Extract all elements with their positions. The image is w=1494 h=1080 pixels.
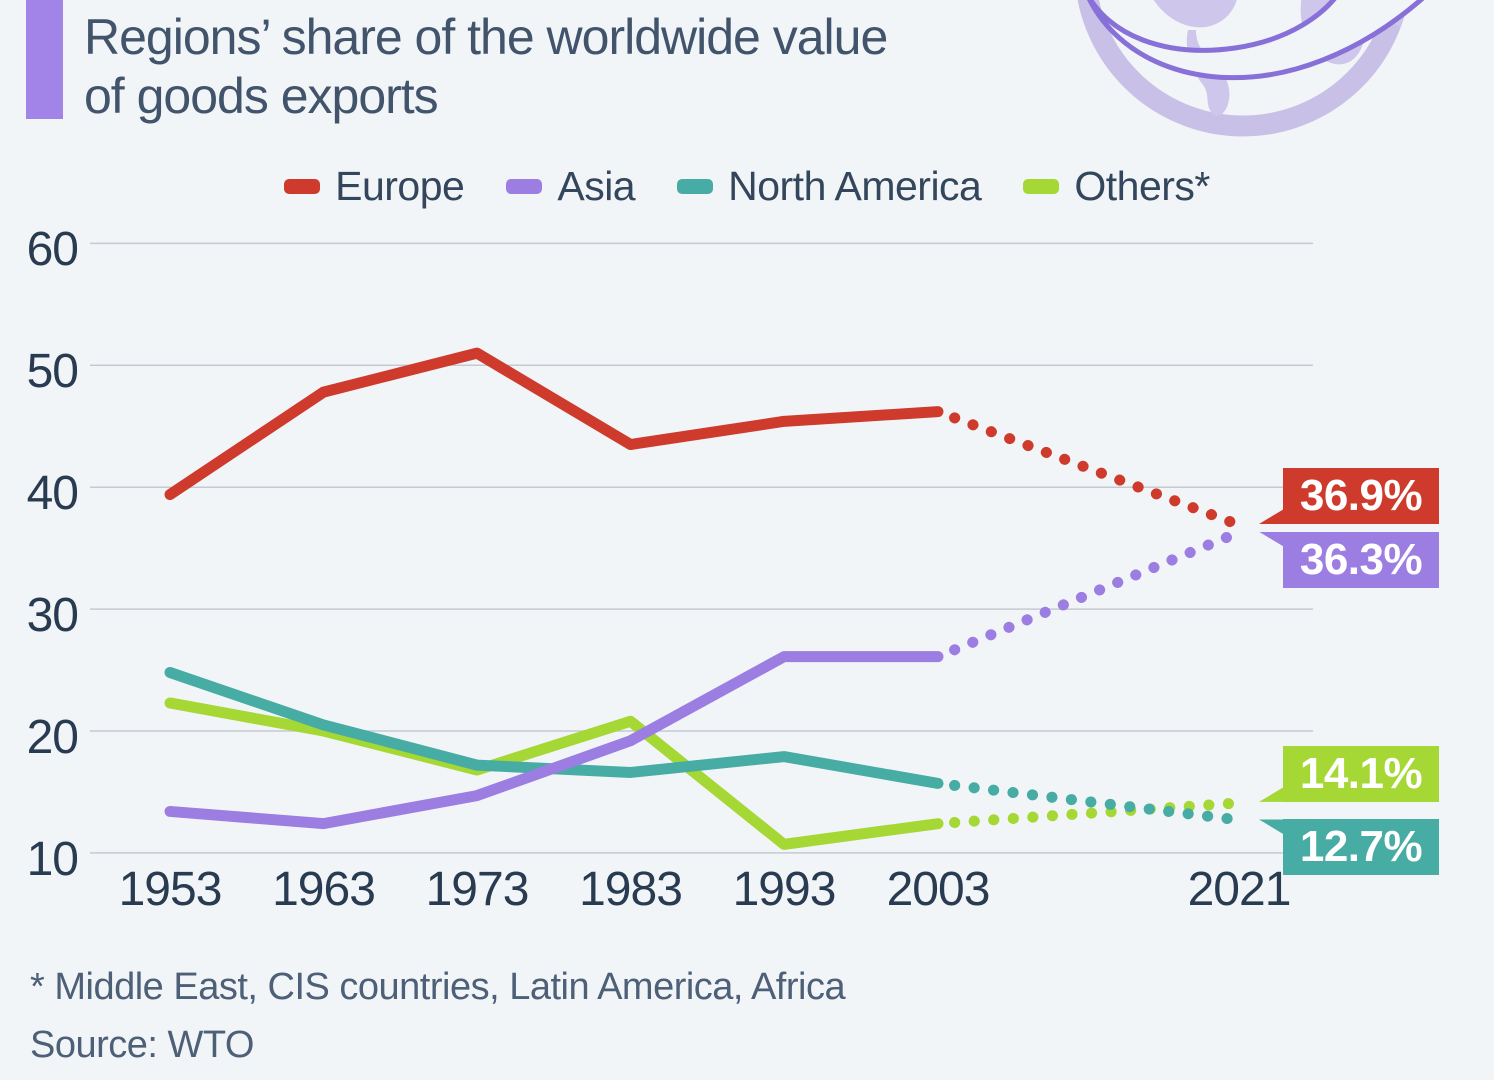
x-axis-tick-1963: 1963 bbox=[272, 863, 376, 916]
footnote: * Middle East, CIS countries, Latin Amer… bbox=[30, 966, 846, 1008]
x-axis-tick-2003: 2003 bbox=[886, 863, 991, 916]
value-badge-Others*: 14.1% bbox=[1259, 745, 1439, 802]
legend-marker-icon bbox=[284, 178, 321, 194]
legend-label: Others* bbox=[1074, 162, 1210, 209]
series-projection-Asia bbox=[949, 526, 1245, 656]
x-axis-tick-2021: 2021 bbox=[1187, 863, 1292, 916]
value-badge-Asia: 36.3% bbox=[1259, 531, 1439, 588]
series-projection-Others* bbox=[949, 797, 1245, 829]
value-badge-Europe: 36.9% bbox=[1259, 467, 1439, 524]
legend-label: Europe bbox=[335, 162, 465, 209]
series-line-Asia bbox=[164, 651, 944, 830]
legend-item-North America: North America bbox=[677, 162, 982, 210]
series-line-Others* bbox=[164, 697, 944, 850]
legend-label: Asia bbox=[557, 162, 636, 209]
y-axis-tick-60: 60 bbox=[26, 223, 79, 277]
series-projection-Europe bbox=[949, 412, 1245, 531]
legend-item-Others*: Others* bbox=[1023, 163, 1210, 210]
y-axis-tick-50: 50 bbox=[26, 345, 79, 399]
title-accent-bar bbox=[26, 0, 63, 119]
x-axis-tick-1953: 1953 bbox=[118, 863, 223, 916]
y-axis-tick-20: 20 bbox=[26, 711, 79, 764]
y-axis-tick-30: 30 bbox=[26, 589, 79, 643]
legend-marker-icon bbox=[1023, 178, 1060, 194]
value-badge-North America: 12.7% bbox=[1259, 819, 1439, 876]
x-axis-tick-1973: 1973 bbox=[425, 863, 530, 916]
source-credit: Source: WTO bbox=[30, 1024, 254, 1066]
legend-label: North America bbox=[728, 162, 982, 209]
legend: Europe Asia North America Others* bbox=[0, 158, 1494, 214]
x-axis-tick-1983: 1983 bbox=[579, 863, 683, 916]
legend-item-Asia: Asia bbox=[506, 162, 636, 210]
series-projection-North America bbox=[949, 779, 1245, 826]
series-line-Europe bbox=[164, 347, 944, 501]
legend-item-Europe: Europe bbox=[284, 162, 465, 210]
legend-marker-icon bbox=[677, 178, 714, 194]
y-axis-tick-10: 10 bbox=[26, 832, 79, 886]
x-axis-tick-1993: 1993 bbox=[732, 863, 837, 916]
legend-marker-icon bbox=[506, 178, 543, 194]
y-axis-tick-40: 40 bbox=[26, 467, 79, 521]
page-title: Regions’ share of the worldwide value of… bbox=[84, 9, 888, 124]
